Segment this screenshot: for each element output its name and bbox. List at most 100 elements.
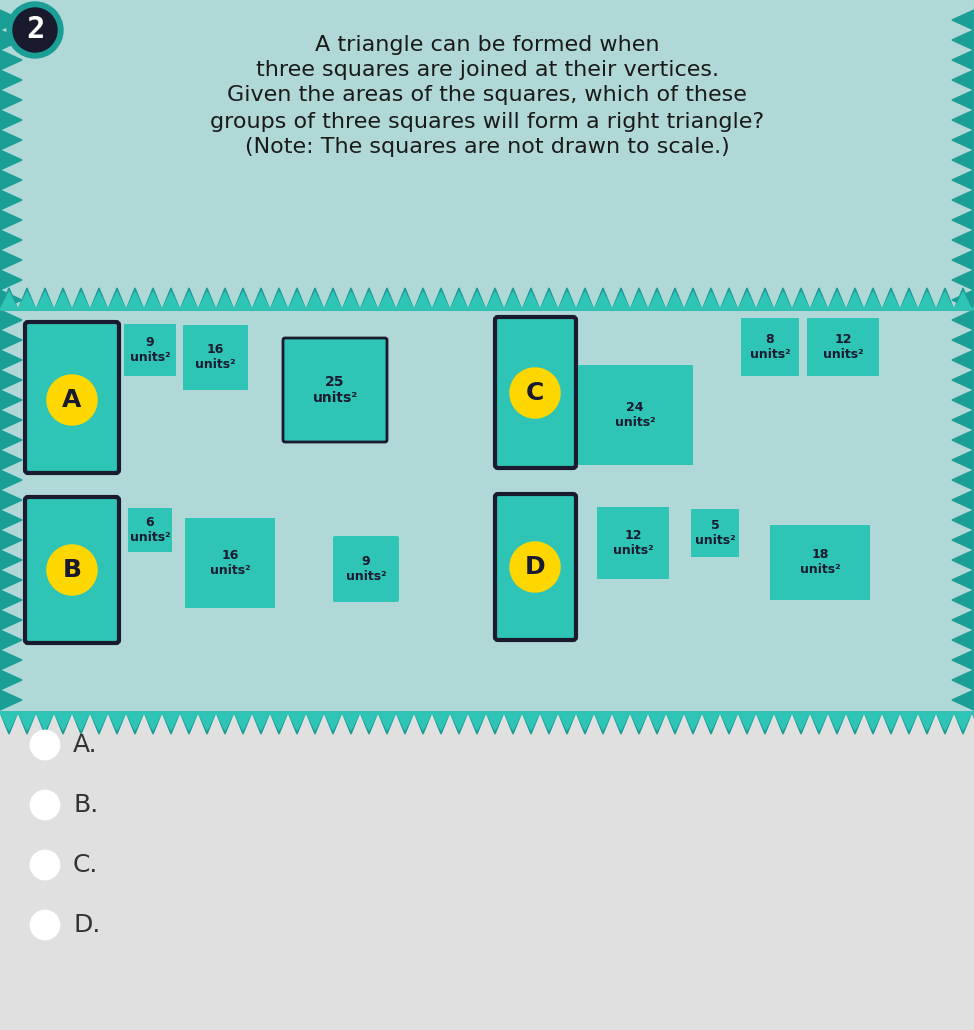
Polygon shape — [952, 550, 974, 570]
Polygon shape — [952, 670, 974, 690]
Polygon shape — [324, 288, 342, 310]
Polygon shape — [936, 712, 954, 734]
Circle shape — [511, 369, 559, 417]
Polygon shape — [144, 712, 162, 730]
Polygon shape — [558, 712, 576, 734]
Polygon shape — [54, 712, 72, 734]
Polygon shape — [36, 712, 54, 730]
Polygon shape — [918, 712, 936, 730]
FancyBboxPatch shape — [333, 536, 399, 602]
Polygon shape — [952, 510, 974, 530]
Polygon shape — [342, 291, 360, 310]
Polygon shape — [720, 288, 738, 310]
Polygon shape — [522, 712, 540, 734]
Polygon shape — [144, 291, 162, 310]
Polygon shape — [684, 712, 702, 730]
Polygon shape — [486, 288, 504, 310]
Circle shape — [31, 851, 59, 879]
Polygon shape — [952, 190, 974, 210]
Bar — [182, 324, 247, 389]
Polygon shape — [162, 291, 180, 310]
Polygon shape — [486, 291, 504, 310]
Polygon shape — [954, 712, 972, 730]
Polygon shape — [594, 291, 612, 310]
Polygon shape — [702, 712, 720, 730]
Polygon shape — [952, 130, 974, 150]
Polygon shape — [612, 712, 630, 734]
Polygon shape — [0, 350, 22, 370]
Polygon shape — [342, 288, 360, 310]
Polygon shape — [828, 288, 846, 310]
Polygon shape — [414, 712, 432, 730]
Polygon shape — [774, 291, 792, 310]
Polygon shape — [216, 712, 234, 734]
Polygon shape — [900, 288, 918, 310]
Polygon shape — [720, 712, 738, 734]
Polygon shape — [630, 712, 648, 734]
Polygon shape — [126, 712, 144, 730]
Polygon shape — [792, 712, 810, 730]
Polygon shape — [882, 712, 900, 734]
Polygon shape — [648, 291, 666, 310]
Polygon shape — [918, 291, 936, 310]
Polygon shape — [936, 288, 954, 310]
Polygon shape — [54, 288, 72, 310]
Polygon shape — [0, 570, 22, 590]
Polygon shape — [0, 712, 18, 734]
Polygon shape — [952, 690, 974, 710]
Polygon shape — [954, 288, 972, 310]
Circle shape — [31, 911, 59, 939]
Polygon shape — [486, 712, 504, 730]
Polygon shape — [72, 712, 90, 730]
Circle shape — [31, 731, 59, 759]
Polygon shape — [630, 291, 648, 310]
Circle shape — [7, 2, 63, 58]
Polygon shape — [306, 712, 324, 730]
Text: 24
units²: 24 units² — [615, 401, 656, 430]
Polygon shape — [270, 288, 288, 310]
Polygon shape — [108, 712, 126, 730]
Polygon shape — [952, 630, 974, 650]
Polygon shape — [360, 712, 378, 730]
Polygon shape — [396, 712, 414, 734]
Polygon shape — [666, 288, 684, 310]
Text: groups of three squares will form a right triangle?: groups of three squares will form a righ… — [210, 112, 764, 132]
Polygon shape — [882, 291, 900, 310]
Polygon shape — [216, 291, 234, 310]
Polygon shape — [952, 30, 974, 50]
Polygon shape — [952, 530, 974, 550]
Polygon shape — [952, 90, 974, 110]
Polygon shape — [952, 590, 974, 610]
Polygon shape — [0, 430, 22, 450]
Text: 2: 2 — [26, 15, 44, 44]
Text: 25
units²: 25 units² — [313, 375, 357, 405]
Polygon shape — [972, 291, 974, 310]
Polygon shape — [846, 712, 864, 730]
Polygon shape — [952, 10, 974, 30]
Text: D: D — [525, 555, 545, 579]
Polygon shape — [0, 190, 22, 210]
Polygon shape — [234, 712, 252, 734]
Polygon shape — [162, 712, 180, 730]
Polygon shape — [90, 288, 108, 310]
Polygon shape — [540, 291, 558, 310]
Polygon shape — [360, 712, 378, 734]
Polygon shape — [90, 712, 108, 734]
Polygon shape — [270, 712, 288, 730]
Polygon shape — [864, 291, 882, 310]
Polygon shape — [198, 712, 216, 730]
Polygon shape — [576, 291, 594, 310]
Polygon shape — [450, 712, 468, 734]
Polygon shape — [594, 712, 612, 734]
Polygon shape — [952, 470, 974, 490]
Polygon shape — [72, 291, 90, 310]
Polygon shape — [522, 291, 540, 310]
Polygon shape — [432, 712, 450, 730]
Circle shape — [48, 546, 96, 594]
Polygon shape — [36, 712, 54, 734]
Polygon shape — [0, 210, 22, 230]
Polygon shape — [918, 288, 936, 310]
Circle shape — [31, 791, 59, 819]
Polygon shape — [0, 470, 22, 490]
Polygon shape — [792, 291, 810, 310]
